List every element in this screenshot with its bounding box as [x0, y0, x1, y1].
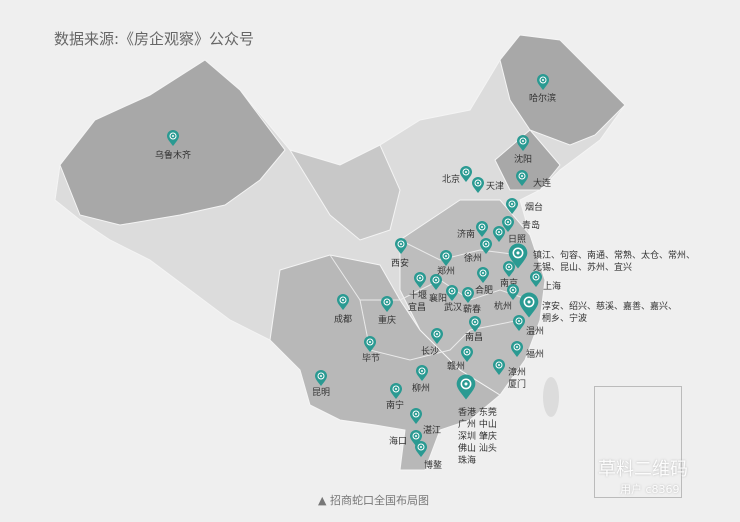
watermark-user: 用户 c8369 — [620, 483, 680, 496]
map-pin-icon — [516, 170, 528, 186]
city-label: 淳安、绍兴、慈溪、嘉善、嘉兴、 桐乡、宁波 — [542, 302, 678, 324]
city-label: 蕲春 — [463, 305, 482, 315]
map-pin-icon — [414, 272, 426, 288]
map-pin-icon — [469, 316, 481, 332]
city-label: 武汉 — [444, 303, 463, 313]
city-label: 长沙 — [421, 347, 440, 357]
map-pin-icon — [506, 198, 518, 214]
map-pin-icon — [503, 261, 515, 277]
map-pin-icon — [517, 135, 529, 151]
map-pin-icon — [461, 346, 473, 362]
city-label: 毕节 — [362, 354, 381, 364]
map-pin-icon — [502, 216, 514, 232]
city-label: 乌鲁木齐 — [155, 151, 192, 161]
city-label: 温州 — [526, 327, 545, 337]
city-label: 柳州 — [412, 384, 431, 394]
city-label: 杭州 — [494, 302, 513, 312]
city-label: 西安 — [391, 259, 410, 269]
city-label: 烟台 — [525, 203, 544, 213]
map-pin-icon — [493, 359, 505, 375]
region-liaoning — [494, 129, 561, 191]
city-label: 镇江、句容、南通、常熟、太仓、常州、 无锡、昆山、苏州、宜兴 — [533, 251, 696, 273]
map-pin-icon — [462, 287, 474, 303]
city-label: 湛江 — [423, 426, 442, 436]
map-pin-icon — [416, 365, 428, 381]
watermark: 草料二维码 — [598, 459, 688, 480]
city-label: 日照 — [508, 235, 527, 245]
map-pin-icon — [513, 315, 525, 331]
city-label: 合肥 — [475, 286, 494, 296]
data-source: 数据来源:《房企观察》公众号 — [54, 30, 255, 48]
city-label: 大连 — [533, 179, 552, 189]
map-pin-icon — [430, 274, 442, 290]
map-pin-icon — [460, 166, 472, 182]
city-label: 徐州 — [464, 254, 483, 264]
city-label: 重庆 — [378, 316, 397, 326]
region-east — [399, 199, 546, 396]
map-pin-icon — [431, 328, 443, 344]
map-pin-icon — [364, 336, 376, 352]
city-label: 天津 — [486, 182, 505, 192]
map-pin-icon — [530, 271, 542, 287]
map-pin-icon — [456, 374, 476, 400]
map-pin-icon — [507, 284, 519, 300]
city-label: 赣州 — [447, 362, 466, 372]
city-label: 青岛 — [522, 221, 541, 231]
map-pin-icon — [440, 250, 452, 266]
map-pin-icon — [315, 370, 327, 386]
map-pin-icon — [477, 267, 489, 283]
city-label: 南京 — [500, 279, 519, 289]
region-gansu — [288, 144, 401, 241]
city-label: 十堰 — [409, 291, 428, 301]
city-label: 福州 — [526, 350, 545, 360]
city-label: 南宁 — [386, 401, 405, 411]
map-pin-icon — [337, 294, 349, 310]
map-pin-icon — [476, 221, 488, 237]
map-pin-icon — [381, 296, 393, 312]
taiwan — [543, 377, 559, 417]
city-label: 上海 — [543, 282, 562, 292]
city-label: 襄阳 — [429, 294, 448, 304]
city-label: 香港 东莞 广州 中山 深圳 肇庆 佛山 汕头 珠海 — [458, 408, 497, 466]
map-pin-icon — [493, 226, 505, 242]
map-pin-icon — [395, 238, 407, 254]
map-pin-icon — [472, 177, 484, 193]
map-caption: ▲ 招商蛇口全国布局图 — [318, 494, 429, 507]
map-pin-icon — [480, 238, 492, 254]
map-pin-icon — [390, 383, 402, 399]
map-pin-icon — [511, 341, 523, 357]
city-label: 济南 — [457, 230, 476, 240]
city-label: 海口 — [389, 437, 408, 447]
city-label: 昆明 — [312, 388, 331, 398]
city-label: 成都 — [334, 315, 353, 325]
city-label: 郑州 — [437, 267, 456, 277]
city-label: 沈阳 — [514, 155, 533, 165]
map-pin-icon — [167, 130, 179, 146]
region-heilongjiang — [499, 34, 626, 146]
map-pin-icon — [415, 441, 427, 457]
map-pin-icon — [508, 243, 528, 269]
south-china-sea-inset — [594, 386, 682, 498]
city-label: 哈尔滨 — [529, 94, 557, 104]
map-pin-icon — [537, 74, 549, 90]
city-label: 博鳌 — [424, 461, 443, 471]
map-pin-icon — [519, 292, 539, 318]
city-label: 北京 — [442, 175, 461, 185]
city-label: 南昌 — [465, 333, 484, 343]
city-label: 漳州 厦门 — [508, 368, 527, 390]
map-pin-icon — [446, 285, 458, 301]
map-pin-icon — [410, 408, 422, 424]
city-label: 宜昌 — [408, 303, 427, 313]
